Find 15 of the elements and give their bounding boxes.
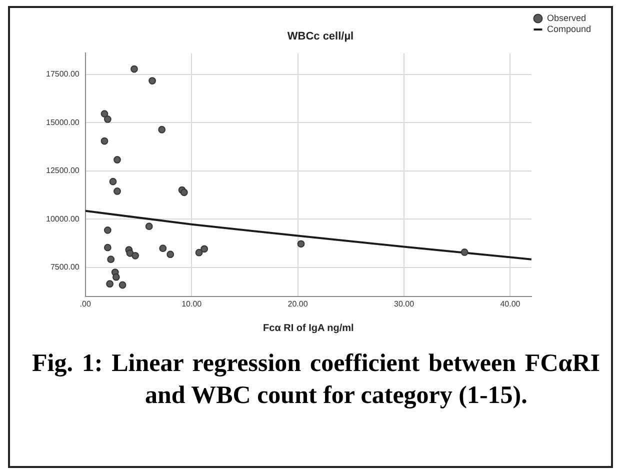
legend-label: Compound bbox=[546, 24, 591, 34]
x-axis-title: Fcα RI of IgA ng/ml bbox=[263, 322, 354, 334]
x-tick-label: 20.00 bbox=[288, 299, 308, 308]
x-tick-label: 30.00 bbox=[394, 299, 415, 308]
y-tick-label: 15000.00 bbox=[46, 118, 80, 127]
y-tick-label: 12500.00 bbox=[46, 166, 80, 176]
y-tick-label: 10000.00 bbox=[46, 214, 80, 224]
legend-label: Observed bbox=[546, 12, 586, 23]
x-tick-label: 10.00 bbox=[182, 299, 202, 308]
y-tick-label: 17500.00 bbox=[46, 70, 80, 79]
x-tick-label: 40.00 bbox=[500, 299, 521, 308]
chart-title: WBCc cell/µl bbox=[287, 30, 354, 43]
caption: Fig. 1: Linear regression coefficient between FCαRI and WBC count for category (1-15). bbox=[32, 349, 600, 411]
x-tick-label: .00 bbox=[80, 299, 92, 308]
y-tick-label: 7500.00 bbox=[50, 262, 80, 272]
